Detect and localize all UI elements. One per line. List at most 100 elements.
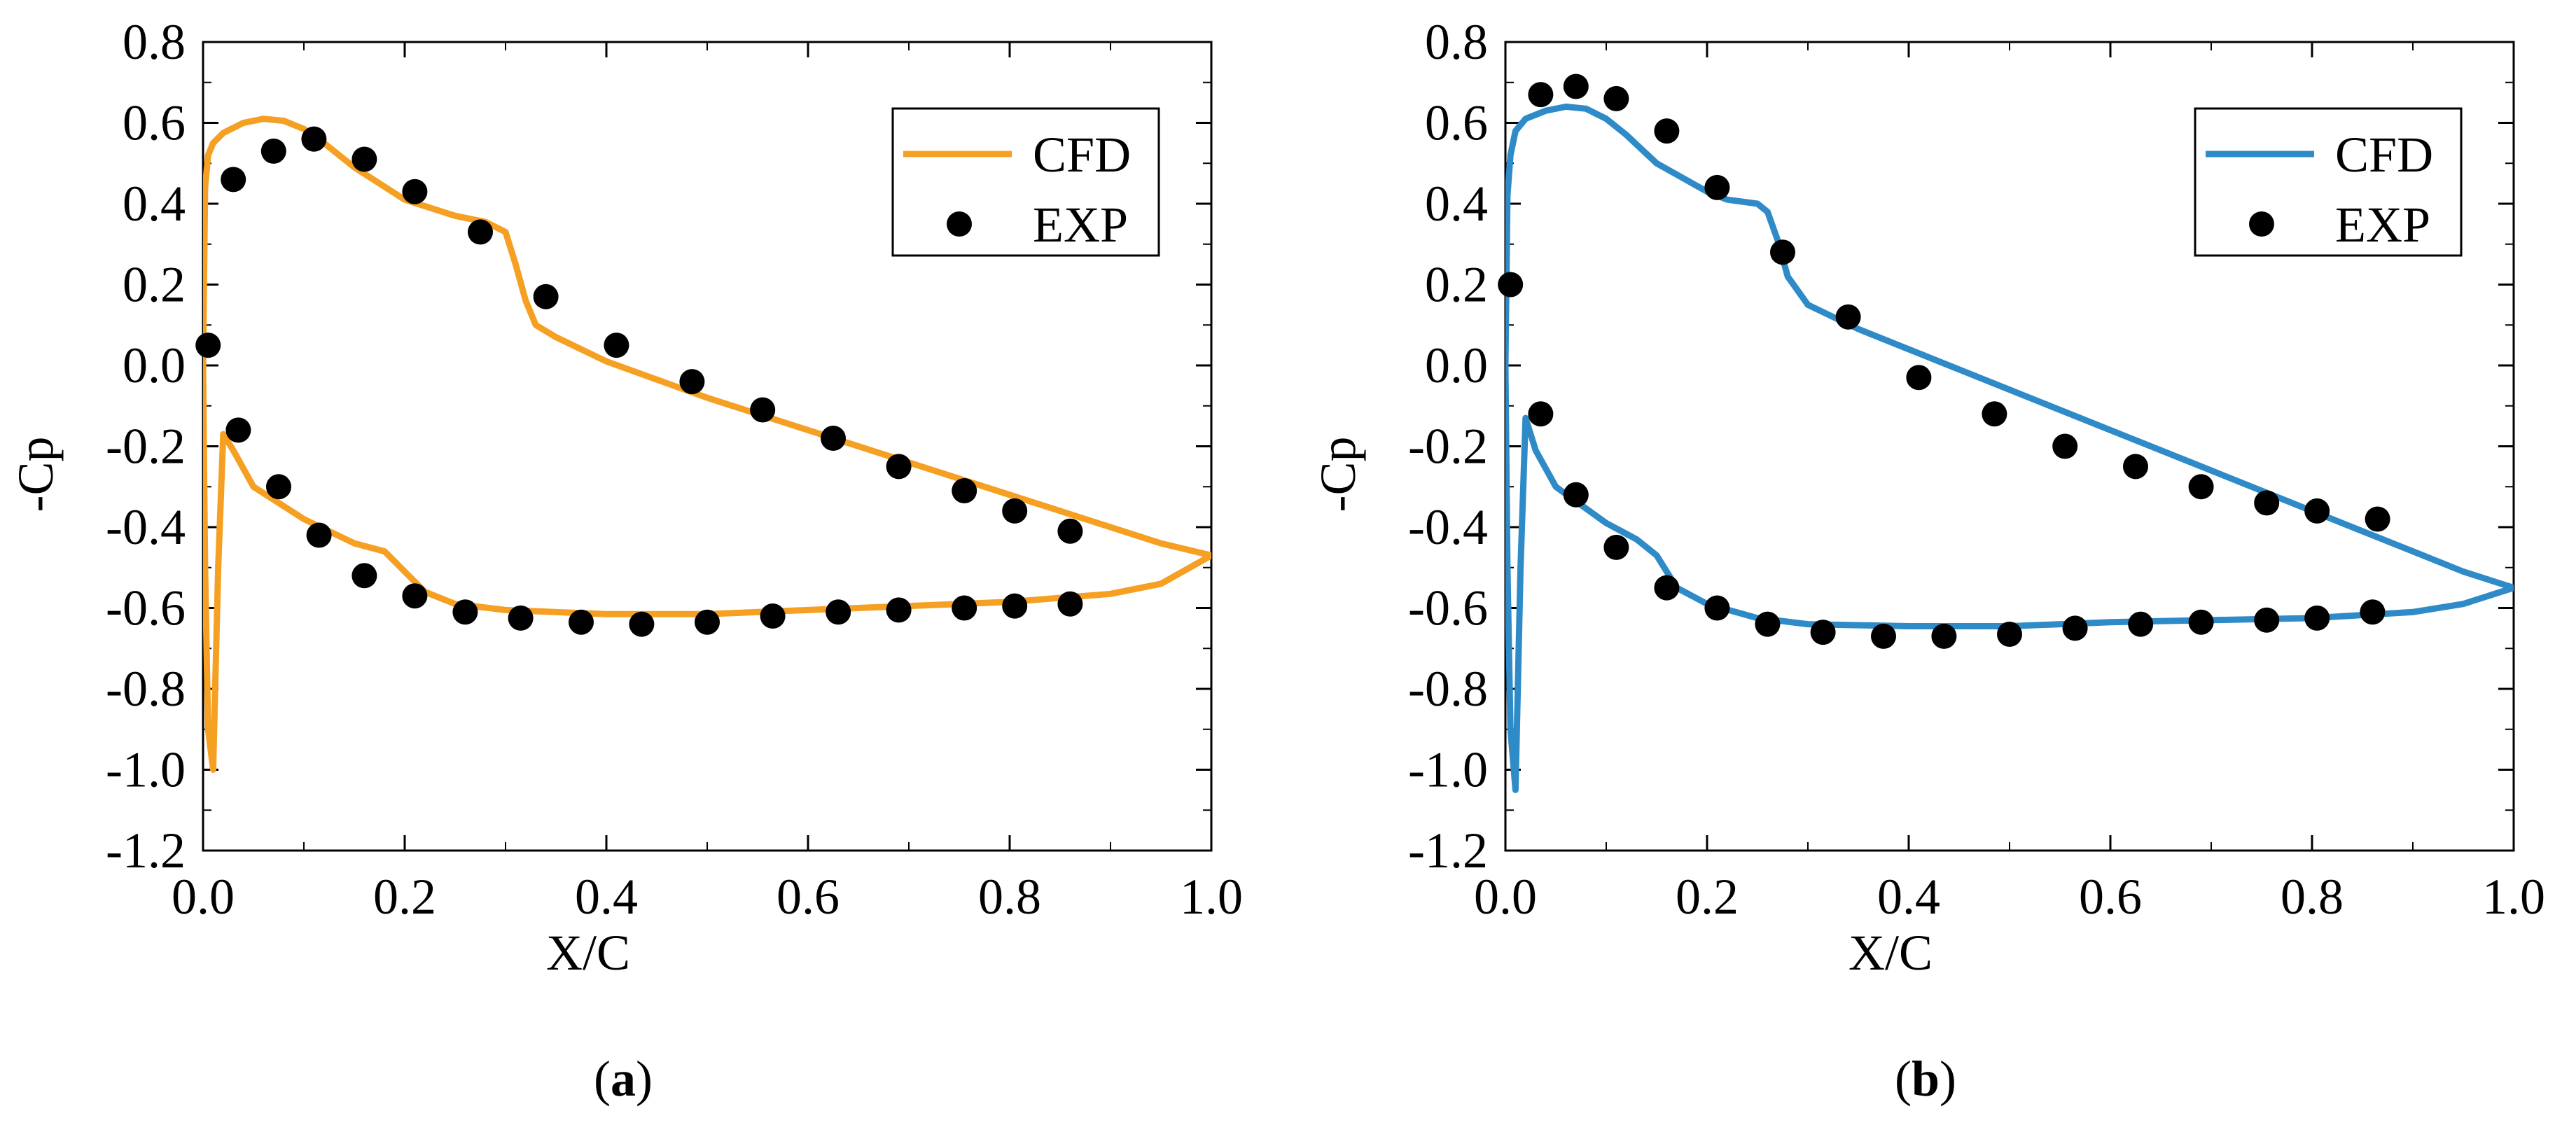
exp-data-point bbox=[1704, 595, 1730, 621]
exp-data-point bbox=[533, 284, 559, 309]
exp-data-point bbox=[1057, 591, 1083, 617]
y-tick-label: -1.2 bbox=[106, 823, 186, 879]
exp-data-point bbox=[679, 369, 705, 395]
legend-exp-swatch bbox=[2249, 211, 2274, 237]
y-tick-label: -0.6 bbox=[1408, 580, 1488, 636]
exp-data-point bbox=[1982, 401, 2007, 427]
exp-data-point bbox=[886, 454, 912, 480]
caption-b-label: b bbox=[1911, 1051, 1940, 1107]
exp-data-point bbox=[1603, 85, 1629, 111]
exp-data-point bbox=[1654, 118, 1680, 144]
y-tick-label: -0.8 bbox=[106, 661, 186, 717]
y-tick-label: 0.4 bbox=[123, 176, 186, 232]
exp-data-point bbox=[2304, 605, 2330, 631]
x-tick-label: 0.8 bbox=[2281, 869, 2344, 925]
x-tick-label: 0.2 bbox=[1676, 869, 1739, 925]
exp-data-point bbox=[2123, 454, 2148, 480]
exp-data-point bbox=[2254, 490, 2280, 516]
y-tick-label: 0.8 bbox=[123, 14, 186, 70]
x-tick-label: 0.8 bbox=[978, 869, 1041, 925]
exp-data-point bbox=[301, 126, 327, 152]
y-tick-label: 0.6 bbox=[123, 95, 186, 151]
chart-panel-b: 0.8 0.6 0.4 0.2 0.0 -0.2 -0.4 -0.6 -0.8 -1.0 -1.2 0… bbox=[1302, 0, 2563, 1139]
x-axis-label: X/C bbox=[546, 925, 630, 981]
exp-data-point bbox=[2188, 474, 2214, 500]
exp-data-point bbox=[2365, 506, 2390, 532]
y-tick-label: -0.4 bbox=[1408, 499, 1488, 555]
exp-data-point bbox=[1528, 401, 1554, 427]
y-tick-label: -1.0 bbox=[1408, 742, 1488, 798]
exp-data-point bbox=[1498, 272, 1524, 298]
exp-data-point bbox=[1704, 174, 1730, 200]
exp-data-point bbox=[1654, 575, 1680, 601]
x-tick-label: 0.0 bbox=[1474, 869, 1537, 925]
exp-data-point bbox=[225, 417, 251, 443]
y-tick-label: 0.8 bbox=[1425, 14, 1488, 70]
exp-data-point bbox=[195, 333, 221, 358]
exp-data-point bbox=[351, 563, 377, 589]
exp-data-point bbox=[402, 179, 428, 204]
exp-data-point bbox=[2188, 609, 2214, 635]
exp-data-point bbox=[1997, 622, 2022, 647]
y-tick-label: -0.4 bbox=[106, 499, 186, 555]
exp-data-point bbox=[604, 333, 629, 358]
exp-data-point bbox=[221, 167, 246, 193]
caption-b: (b) bbox=[1894, 1051, 1956, 1107]
exp-data-point bbox=[1906, 365, 1932, 391]
y-axis-label: -Cp bbox=[1310, 437, 1366, 512]
exp-data-point bbox=[452, 599, 478, 625]
legend-label-exp: EXP bbox=[2335, 197, 2430, 253]
y-tick-label: -0.6 bbox=[106, 580, 186, 636]
exp-data-point bbox=[952, 478, 977, 503]
exp-data-point bbox=[266, 474, 291, 500]
x-tick-label: 0.0 bbox=[172, 869, 235, 925]
legend-exp-swatch bbox=[947, 211, 972, 237]
x-tick-label: 1.0 bbox=[1180, 869, 1243, 925]
y-tick-label: 0.2 bbox=[1425, 257, 1488, 313]
y-tick-label: -1.0 bbox=[106, 742, 186, 798]
caption-a-label: a bbox=[611, 1051, 636, 1107]
exp-data-point bbox=[1810, 620, 1836, 645]
cfd-series-line bbox=[1505, 103, 2514, 793]
x-tick-label: 0.6 bbox=[777, 869, 840, 925]
exp-data-point bbox=[821, 426, 846, 451]
y-tick-label: -0.8 bbox=[1408, 661, 1488, 717]
exp-data-point bbox=[952, 595, 977, 621]
legend-box bbox=[2194, 107, 2463, 257]
y-tick-label: -0.2 bbox=[106, 419, 186, 475]
exp-data-point bbox=[1835, 304, 1861, 330]
exp-data-point bbox=[1871, 623, 1896, 649]
exp-data-point bbox=[1755, 611, 1781, 637]
exp-data-point bbox=[886, 597, 912, 623]
x-tick-label: 1.0 bbox=[2482, 869, 2545, 925]
exp-data-point bbox=[402, 583, 428, 609]
y-tick-label: 0.0 bbox=[123, 337, 186, 393]
chart-a: 0.80.60.40.20.0-0.2-0.4-0.6-0.8-1.0-1.20… bbox=[8, 14, 1243, 981]
x-tick-label: 0.4 bbox=[575, 869, 638, 925]
legend-box bbox=[891, 107, 1160, 257]
exp-data-point bbox=[2254, 607, 2280, 633]
x-tick-label: 0.6 bbox=[2079, 869, 2142, 925]
chart-b: 0.80.60.40.20.0-0.2-0.4-0.6-0.8-1.0-1.20… bbox=[1310, 14, 2545, 981]
exp-data-point bbox=[1057, 518, 1083, 544]
exp-data-point bbox=[1528, 82, 1554, 108]
exp-data-point bbox=[468, 219, 493, 245]
exp-data-point bbox=[306, 522, 332, 548]
legend-label-cfd: CFD bbox=[2335, 127, 2433, 183]
exp-data-point bbox=[2304, 498, 2330, 524]
exp-data-point bbox=[569, 609, 594, 635]
exp-data-point bbox=[1002, 498, 1028, 524]
exp-data-point bbox=[1603, 534, 1629, 560]
exp-data-point bbox=[260, 138, 286, 164]
y-tick-label: -0.2 bbox=[1408, 419, 1488, 475]
exp-data-point bbox=[351, 146, 377, 172]
exp-data-point bbox=[1931, 623, 1957, 649]
exp-data-point bbox=[2360, 599, 2386, 625]
x-tick-label: 0.2 bbox=[373, 869, 436, 925]
caption-a: (a) bbox=[594, 1051, 653, 1107]
x-tick-label: 0.4 bbox=[1877, 869, 1940, 925]
legend-label-cfd: CFD bbox=[1033, 127, 1131, 183]
y-tick-label: 0.6 bbox=[1425, 95, 1488, 151]
y-tick-label: 0.4 bbox=[1425, 176, 1488, 232]
exp-data-point bbox=[2052, 433, 2078, 459]
